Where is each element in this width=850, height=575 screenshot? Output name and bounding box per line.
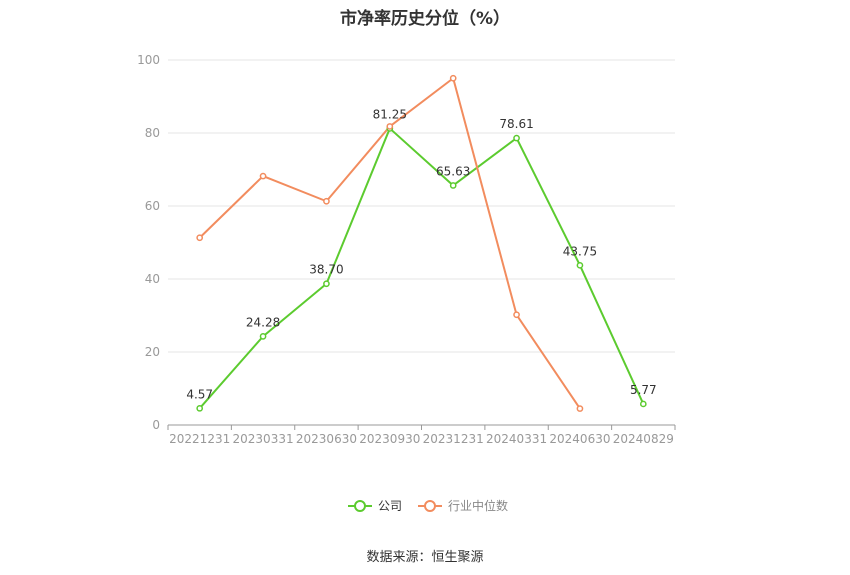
legend-label: 行业中位数 (448, 498, 508, 513)
series-point-1 (259, 333, 267, 340)
x-tick-label: 20231231 (423, 432, 484, 446)
x-tick-label: 20240829 (613, 432, 674, 446)
x-tick-label: 20240331 (486, 432, 547, 446)
data-label: 5.77 (630, 383, 657, 397)
series-point-1 (323, 280, 330, 288)
data-label: 4.57 (186, 387, 213, 401)
series-point-2 (576, 405, 584, 412)
series-point-2 (449, 74, 457, 82)
legend-swatch-marker (424, 500, 436, 512)
series-points (196, 74, 647, 412)
legend-swatch-marker (354, 500, 366, 512)
y-tick-label: 20 (145, 345, 160, 359)
legend: 公司 行业中位数 (348, 498, 508, 513)
data-source: 数据来源：恒生聚源 (366, 550, 484, 565)
x-tick-label: 20221231 (169, 432, 230, 446)
series-point-1 (196, 404, 204, 412)
data-label: 78.61 (499, 117, 533, 131)
x-tick-label: 20230331 (233, 432, 294, 446)
data-label: 43.75 (563, 244, 597, 258)
series-point-2 (259, 172, 267, 180)
data-labels: 4.57 24.28 38.70 81.25 65.63 78.61 43.75 5.77 (186, 107, 656, 401)
y-tick-label: 40 (145, 272, 160, 286)
y-tick-label: 100 (137, 53, 160, 67)
data-label: 65.63 (436, 164, 470, 178)
series-point-1 (449, 182, 457, 189)
series-point-2 (513, 311, 520, 319)
x-tick-label: 20230930 (359, 432, 420, 446)
series-point-2 (386, 123, 394, 130)
series-point-2 (196, 234, 204, 242)
y-tick-label: 60 (145, 199, 160, 213)
chart-title: 市净率历史分位（%） (339, 9, 511, 29)
series-point-1 (513, 134, 520, 142)
y-tick-label: 0 (152, 418, 160, 432)
series-point-1 (639, 400, 647, 408)
grid-lines (168, 59, 675, 353)
x-tick-label: 20230630 (296, 432, 357, 446)
data-label: 24.28 (246, 315, 280, 329)
data-label: 81.25 (373, 107, 407, 121)
x-tick-label: 20240630 (549, 432, 610, 446)
series-line-1 (198, 127, 645, 409)
legend-label: 公司 (378, 499, 402, 513)
series-point-1 (576, 261, 584, 269)
y-tick-label: 80 (145, 126, 160, 140)
series-point-2 (323, 197, 330, 205)
data-label: 38.70 (309, 263, 343, 277)
